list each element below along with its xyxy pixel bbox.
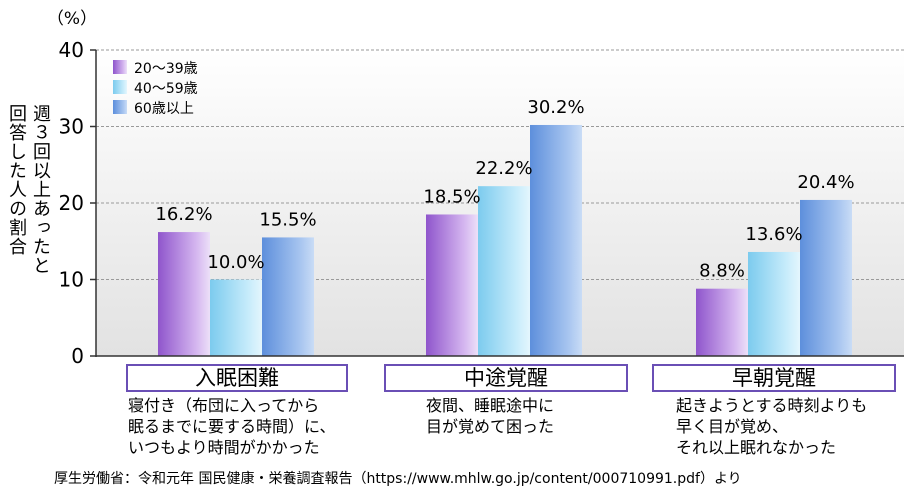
bar-value-label: 22.2% xyxy=(475,158,532,179)
legend-label: 60歳以上 xyxy=(134,101,194,117)
category-description-early-waking: 起きようとする時刻よりも 早く目が覚め、 それ以上眠れなかった xyxy=(676,396,868,457)
legend: 20～39歳 40～59歳 60歳以上 xyxy=(113,60,198,117)
legend-swatch xyxy=(113,60,127,74)
y-tick-labels: 0 10 20 30 40 xyxy=(59,38,84,368)
bar xyxy=(478,186,530,356)
bar xyxy=(262,237,314,356)
bar-value-label: 18.5% xyxy=(423,186,480,207)
legend-swatch xyxy=(113,80,127,94)
legend-label: 40～59歳 xyxy=(134,81,198,97)
bar-value-label: 15.5% xyxy=(259,209,316,230)
y-axis-label: 週３回以上あったと 回答した人の割合 xyxy=(6,104,51,275)
bar-value-label: 8.8% xyxy=(699,261,745,282)
bar xyxy=(158,232,210,356)
category-description-mid-waking: 夜間、睡眠途中に 目が覚めて困った xyxy=(426,396,555,436)
y-tick-label: 40 xyxy=(59,38,84,62)
y-tick-label: 0 xyxy=(71,344,84,368)
y-tick-label: 10 xyxy=(59,268,84,292)
bars-group xyxy=(158,124,852,356)
y-tick-label: 30 xyxy=(59,115,84,139)
source-note: 厚生労働省：令和元年 国民健康・栄養調査報告（https://www.mhlw.… xyxy=(54,471,742,487)
category-box-sleep-onset: 入眠困難 xyxy=(126,364,348,392)
legend-label: 20～39歳 xyxy=(134,61,198,77)
category-box-early-waking: 早朝覚醒 xyxy=(652,364,896,392)
category-box-mid-waking: 中途覚醒 xyxy=(384,364,628,392)
bar-value-label: 16.2% xyxy=(155,204,212,225)
bar xyxy=(696,288,748,356)
bar-value-label: 20.4% xyxy=(797,172,854,193)
y-tick-label: 20 xyxy=(59,191,84,215)
category-description-sleep-onset: 寝付き（布団に入ってから 眠るまでに要する時間）に、 いつもより時間がかかった xyxy=(128,396,336,457)
bar xyxy=(210,279,262,356)
grid-lines xyxy=(90,49,904,357)
bar-value-label: 30.2% xyxy=(527,97,584,118)
bar-labels-group: 16.2% 18.5% 8.8% 10.0% 22.2% 13.6% 15.5% 30.2% 2… xyxy=(155,97,854,282)
y-axis-label-line-1: 週３回以上あったと xyxy=(30,104,51,275)
legend-swatch xyxy=(113,100,127,114)
bar-value-label: 13.6% xyxy=(745,224,802,245)
bar xyxy=(800,199,852,356)
y-axis-label-line-2: 回答した人の割合 xyxy=(6,104,27,256)
bar xyxy=(748,251,800,356)
y-unit-label: （%） xyxy=(47,9,97,29)
bar xyxy=(426,214,478,356)
bar-value-label: 10.0% xyxy=(207,252,264,273)
bar xyxy=(530,124,582,356)
